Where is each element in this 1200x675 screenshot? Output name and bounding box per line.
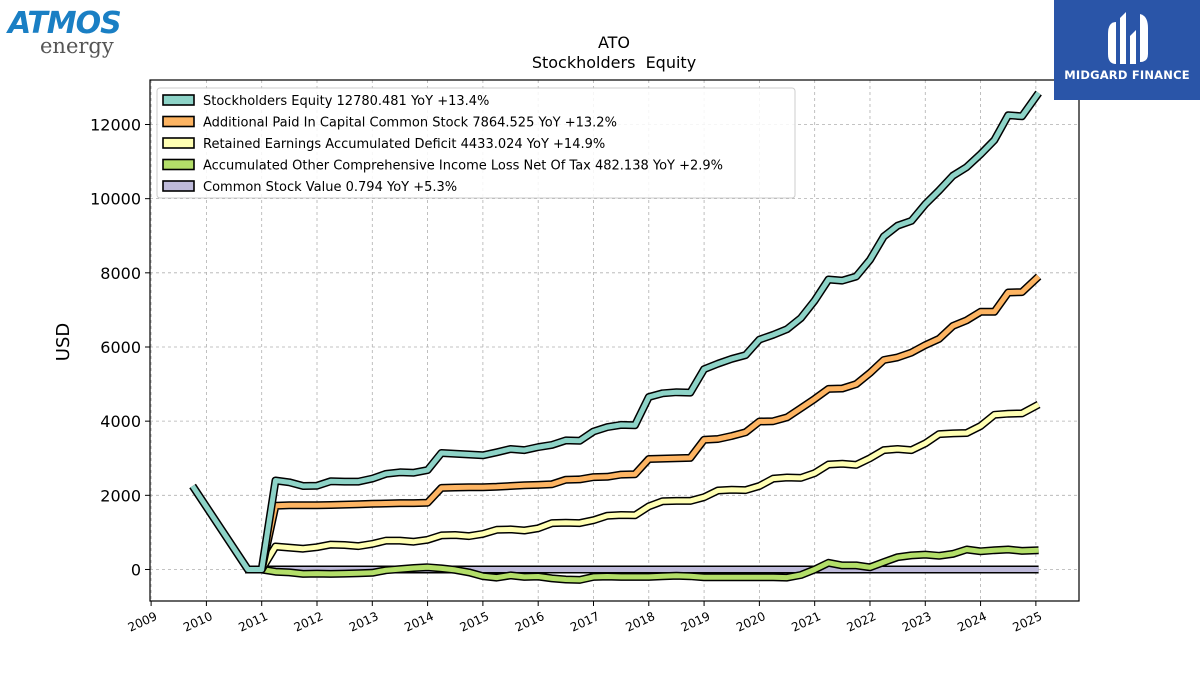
- x-tick-label: 2023: [900, 609, 934, 635]
- x-tick-label: 2012: [292, 609, 326, 635]
- x-tick-label: 2013: [347, 609, 381, 635]
- x-tick-label: 2021: [789, 609, 823, 635]
- series-layer: [189, 90, 1042, 584]
- midgard-finance-name: MIDGARD FINANCE: [1064, 68, 1190, 82]
- midgard-finance-logo: MIDGARD FINANCE: [1054, 0, 1200, 100]
- legend-label-4: Common Stock Value 0.794 YoY +5.3%: [203, 180, 457, 195]
- x-tick-label: 2018: [623, 609, 657, 635]
- legend-swatch-2: [162, 137, 195, 149]
- x-tick-label: 2010: [181, 609, 215, 635]
- legend-swatch-4: [162, 180, 195, 192]
- x-tick-label: 2017: [568, 609, 602, 635]
- series-outline-1: [257, 273, 1042, 571]
- x-tick-label: 2020: [734, 609, 768, 635]
- x-tick-label: 2011: [236, 609, 270, 635]
- legend-swatch-0: [162, 94, 195, 106]
- y-tick-label: 8000: [100, 264, 141, 283]
- y-tick-label: 2000: [100, 486, 141, 505]
- x-tick-label: 2024: [955, 609, 989, 635]
- legend-label-0: Stockholders Equity 12780.481 YoY +13.4%: [203, 94, 489, 109]
- y-axis-ticks: 0 2000 4000 6000 8000 10000 12000: [90, 115, 150, 579]
- legend: Stockholders Equity 12780.481 YoY +13.4%…: [156, 87, 796, 199]
- series-line-0: [190, 91, 1041, 572]
- logo-wordmark-top: ATMOS: [8, 6, 122, 41]
- x-tick-label: 2014: [402, 609, 436, 635]
- legend-box: [156, 87, 796, 199]
- legend-swatch-1: [162, 115, 195, 128]
- logo-wordmark-bottom: energy: [40, 34, 114, 58]
- legend-label-1: Additional Paid In Capital Common Stock …: [203, 116, 617, 131]
- y-axis-label: USD: [53, 323, 74, 361]
- midgard-finance-icon: [1108, 12, 1148, 64]
- series-line-1: [259, 274, 1041, 571]
- legend-swatch-3: [162, 158, 195, 171]
- legend-label-3: Accumulated Other Comprehensive Income L…: [203, 159, 723, 174]
- x-tick-label: 2009: [126, 609, 160, 635]
- series-line-3: [261, 547, 1039, 583]
- y-tick-label: 0: [131, 560, 141, 579]
- x-tick-label: 2025: [1011, 609, 1045, 635]
- series-line-2: [259, 402, 1040, 571]
- chart-title: ATO: [598, 33, 630, 52]
- x-tick-label: 2015: [458, 609, 492, 635]
- x-tick-label: 2019: [679, 609, 713, 635]
- y-tick-label: 10000: [90, 190, 141, 209]
- y-tick-label: 4000: [100, 412, 141, 431]
- y-tick-label: 6000: [100, 338, 141, 357]
- plot-frame: [149, 79, 1080, 602]
- atmos-energy-logo: ATMOS energy: [4, 6, 129, 58]
- y-tick-label: 12000: [90, 115, 141, 134]
- legend-label-2: Retained Earnings Accumulated Deficit 44…: [203, 137, 605, 152]
- x-tick-label: 2022: [845, 609, 879, 635]
- chart-subtitle: Stockholders Equity: [532, 53, 696, 72]
- x-axis-ticks: 2009 2010 2011 2012 2013 2014 2015 2016 2017 2018…: [126, 601, 1044, 635]
- x-tick-label: 2016: [513, 609, 547, 635]
